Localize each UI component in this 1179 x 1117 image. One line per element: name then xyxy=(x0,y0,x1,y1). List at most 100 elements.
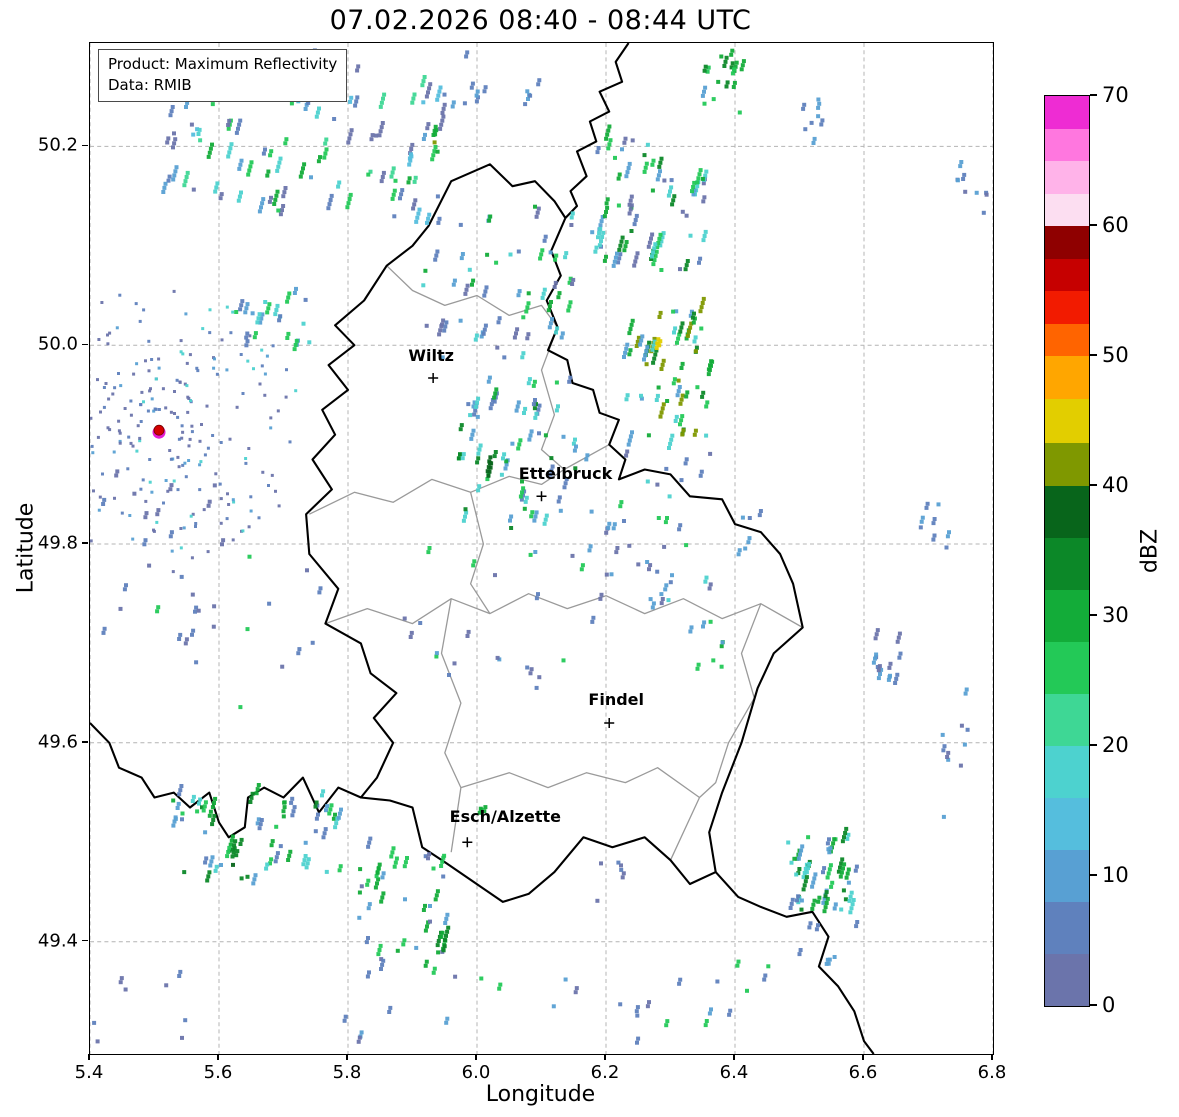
radar-echo-pixel xyxy=(398,196,402,201)
radar-echo-pixel xyxy=(698,168,703,173)
radar-echo-pixel xyxy=(185,170,190,175)
radar-echo-pixel xyxy=(810,906,815,911)
radar-echo-pixel xyxy=(651,360,656,365)
radar-echo-pixel xyxy=(642,357,646,362)
radar-echo-pixel xyxy=(540,295,545,300)
radar-echo-pixel xyxy=(461,452,466,457)
radar-echo-pixel xyxy=(811,902,816,907)
radar-echo-pixel xyxy=(163,181,168,186)
radar-echo-pixel xyxy=(596,146,601,150)
radar-echo-pixel xyxy=(520,355,525,360)
radar-echo-pixel xyxy=(874,652,879,657)
radar-echo-pixel xyxy=(288,849,293,854)
radar-echo-pixel xyxy=(537,78,542,83)
radar-echo-pixel xyxy=(426,856,430,861)
colorbar-label: dBZ xyxy=(1137,528,1163,574)
radar-echo-pixel xyxy=(232,843,237,848)
radar-echo-pixel xyxy=(118,293,122,297)
radar-echo-pixel xyxy=(664,1023,669,1028)
radar-echo-pixel xyxy=(339,807,343,812)
radar-echo-pixel xyxy=(366,172,371,177)
x-tick-mark xyxy=(475,1054,477,1060)
radar-echo-pixel xyxy=(662,544,667,549)
radar-echo-pixel xyxy=(556,295,561,300)
radar-echo-pixel xyxy=(442,102,447,107)
radar-echo-pixel xyxy=(608,138,613,143)
radar-echo-pixel xyxy=(155,512,160,517)
radar-echo-pixel xyxy=(206,446,210,450)
radar-echo-pixel xyxy=(440,111,445,115)
colorbar-tick-mark xyxy=(1090,224,1097,226)
radar-echo-pixel xyxy=(274,855,279,860)
radar-echo-pixel xyxy=(659,239,664,244)
radar-echo-pixel xyxy=(636,562,641,567)
radar-echo-pixel xyxy=(730,48,735,53)
radar-echo-pixel xyxy=(700,301,705,305)
radar-echo-pixel xyxy=(571,441,576,446)
radar-echo-pixel xyxy=(101,472,104,476)
colorbar-tick-mark xyxy=(1090,94,1097,96)
radar-echo-pixel xyxy=(119,976,124,981)
radar-echo-pixel xyxy=(410,142,415,147)
radar-echo-pixel xyxy=(313,829,318,834)
radar-echo-pixel xyxy=(534,596,539,601)
radar-echo-pixel xyxy=(896,635,901,640)
radar-echo-pixel xyxy=(208,863,213,868)
radar-echo-pixel xyxy=(257,312,262,317)
radar-echo-pixel xyxy=(175,806,180,810)
radar-echo-pixel xyxy=(393,178,398,183)
radar-echo-pixel xyxy=(895,672,900,677)
radar-echo-pixel xyxy=(650,605,655,610)
radar-echo-pixel xyxy=(830,880,835,885)
radar-echo-pixel xyxy=(219,863,223,867)
radar-echo-pixel xyxy=(936,502,941,507)
radar-echo-pixel xyxy=(685,333,690,338)
region-border xyxy=(540,327,565,470)
radar-echo-pixel xyxy=(671,198,676,203)
radar-echo-pixel xyxy=(699,326,704,331)
radar-echo-pixel xyxy=(488,455,493,460)
radar-echo-pixel xyxy=(256,817,261,822)
radar-echo-pixel xyxy=(314,800,319,805)
radar-echo-pixel xyxy=(123,407,127,410)
colorbar-tick-label: 70 xyxy=(1102,83,1129,107)
radar-echo-pixel xyxy=(263,300,268,304)
radar-echo-pixel xyxy=(624,174,629,179)
radar-echo-pixel xyxy=(672,194,677,199)
radar-echo-pixel xyxy=(839,861,844,866)
radar-echo-pixel xyxy=(226,850,231,854)
radar-echo-pixel xyxy=(470,282,474,287)
radar-echo-pixel xyxy=(539,252,544,257)
radar-echo-pixel xyxy=(626,166,631,170)
radar-echo-pixel xyxy=(266,169,271,174)
radar-echo-pixel xyxy=(237,122,242,127)
radar-echo-pixel xyxy=(440,930,445,935)
radar-echo-pixel xyxy=(379,125,384,130)
radar-echo-pixel xyxy=(270,473,274,477)
radar-echo-pixel xyxy=(409,152,413,157)
radar-echo-pixel xyxy=(680,321,685,326)
radar-echo-pixel xyxy=(627,161,632,166)
radar-echo-pixel xyxy=(178,969,183,974)
radar-echo-pixel xyxy=(290,813,295,818)
radar-echo-pixel xyxy=(430,157,435,162)
radar-echo-pixel xyxy=(244,461,248,465)
y-tick-mark xyxy=(82,144,88,147)
radar-echo-pixel xyxy=(368,169,373,174)
radar-echo-pixel xyxy=(202,804,207,809)
radar-echo-pixel xyxy=(664,583,669,588)
radar-echo-pixel xyxy=(113,496,116,500)
radar-echo-pixel xyxy=(536,407,541,412)
radar-echo-pixel xyxy=(183,179,188,184)
radar-echo-pixel xyxy=(239,353,243,356)
radar-echo-pixel xyxy=(974,190,979,195)
radar-echo-pixel xyxy=(315,110,320,115)
radar-echo-pixel xyxy=(252,877,257,882)
radar-echo-pixel xyxy=(292,291,297,295)
radar-echo-pixel xyxy=(392,864,397,869)
radar-echo-pixel xyxy=(318,586,323,591)
radar-echo-pixel xyxy=(235,405,239,409)
radar-echo-pixel xyxy=(618,504,623,509)
radar-echo-pixel xyxy=(227,845,232,850)
radar-echo-pixel xyxy=(473,404,478,409)
